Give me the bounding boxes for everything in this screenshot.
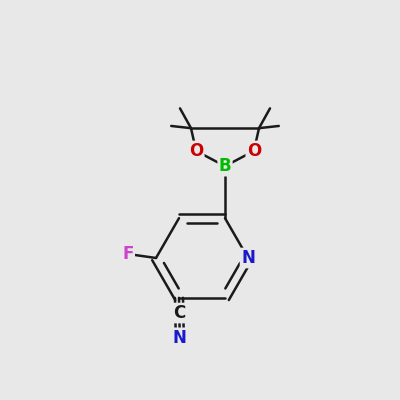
Text: O: O — [247, 142, 261, 160]
Text: C: C — [173, 304, 186, 322]
Text: O: O — [189, 142, 203, 160]
Text: N: N — [173, 329, 187, 347]
Text: B: B — [219, 157, 231, 175]
Text: N: N — [241, 249, 255, 267]
Text: F: F — [122, 245, 134, 263]
